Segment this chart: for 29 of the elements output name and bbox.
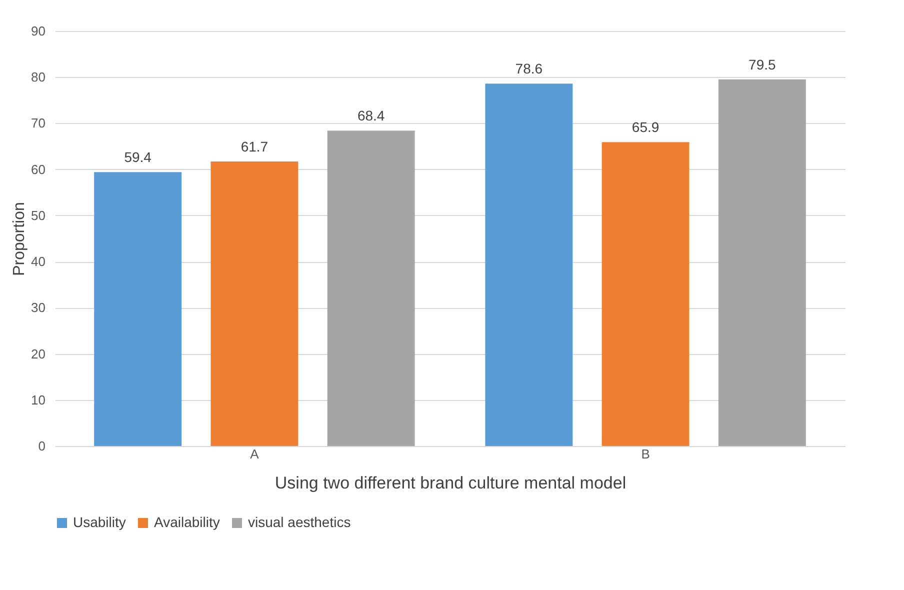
y-axis-title: Proportion [11,202,28,276]
bar [327,130,415,446]
y-tick-label: 30 [31,300,46,316]
data-label: 68.4 [357,108,385,124]
y-tick-label: 40 [31,254,46,270]
y-tick-label: 0 [38,438,46,454]
bar [210,161,298,446]
y-tick-label: 20 [31,346,46,362]
y-tick-label: 70 [31,116,46,131]
legend-label: visual aesthetics [248,514,351,530]
y-tick-label: 10 [31,392,46,408]
y-tick-label: 90 [31,24,46,38]
y-tick-label: 50 [31,208,46,223]
x-tick-label: B [641,446,650,462]
legend-label: Availability [154,514,220,530]
data-label: 78.6 [515,60,543,77]
bar [485,84,573,446]
y-tick-label: 60 [31,162,46,177]
x-tick-label: A [250,446,260,462]
data-label: 61.7 [240,138,268,154]
data-label: 59.4 [124,149,152,166]
y-tick-label: 80 [31,70,46,85]
x-axis-title: Using two different brand culture mental model [274,474,626,492]
data-label: 65.9 [632,119,660,136]
legend-label: Usability [73,514,126,530]
data-label: 79.5 [748,56,776,72]
bar [718,79,806,446]
bar [94,172,182,446]
bar [602,142,690,446]
